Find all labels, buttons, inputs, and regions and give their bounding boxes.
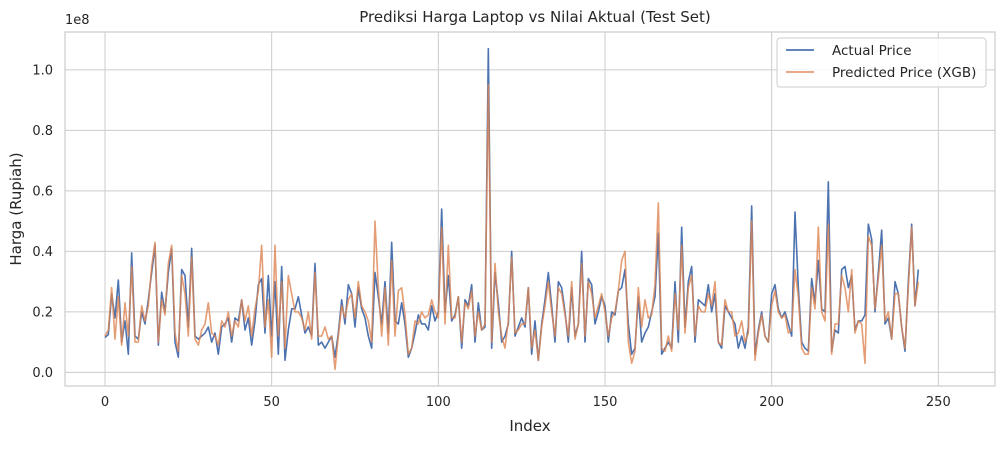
y-tick-label: 0.8 bbox=[32, 124, 53, 139]
y-tick-label: 0.4 bbox=[32, 245, 53, 260]
y-tick-label: 0.0 bbox=[32, 366, 53, 381]
y-tick-label: 0.2 bbox=[32, 305, 53, 320]
grid-lines bbox=[65, 32, 995, 386]
chart-title: Prediksi Harga Laptop vs Nilai Aktual (T… bbox=[359, 8, 711, 26]
x-tick-label: 250 bbox=[926, 395, 951, 410]
predicted-price-line bbox=[104, 84, 920, 371]
legend-label-actual: Actual Price bbox=[832, 43, 912, 59]
x-tick-label: 0 bbox=[101, 395, 109, 410]
plot-frame bbox=[64, 31, 996, 387]
x-tick-label: 150 bbox=[593, 395, 618, 410]
series-lines bbox=[104, 47, 920, 371]
y-tick-label: 1.0 bbox=[32, 63, 53, 78]
y-scale-label: 1e8 bbox=[65, 13, 90, 28]
x-axis-label: Index bbox=[509, 417, 550, 435]
x-tick-label: 100 bbox=[426, 395, 451, 410]
legend-box bbox=[776, 37, 987, 88]
x-tick-label: 50 bbox=[263, 395, 280, 410]
tick-labels: 0 50 100 150 200 250 0.0 0.2 0.4 0.6 0.8 1.0 bbox=[32, 63, 950, 410]
legend: Actual Price Predicted Price (XGB) bbox=[776, 37, 987, 88]
x-tick-label: 200 bbox=[759, 395, 784, 410]
y-axis-label: Harga (Rupiah) bbox=[7, 152, 25, 265]
legend-label-predicted: Predicted Price (XGB) bbox=[832, 65, 976, 81]
y-tick-label: 0.6 bbox=[32, 184, 53, 199]
